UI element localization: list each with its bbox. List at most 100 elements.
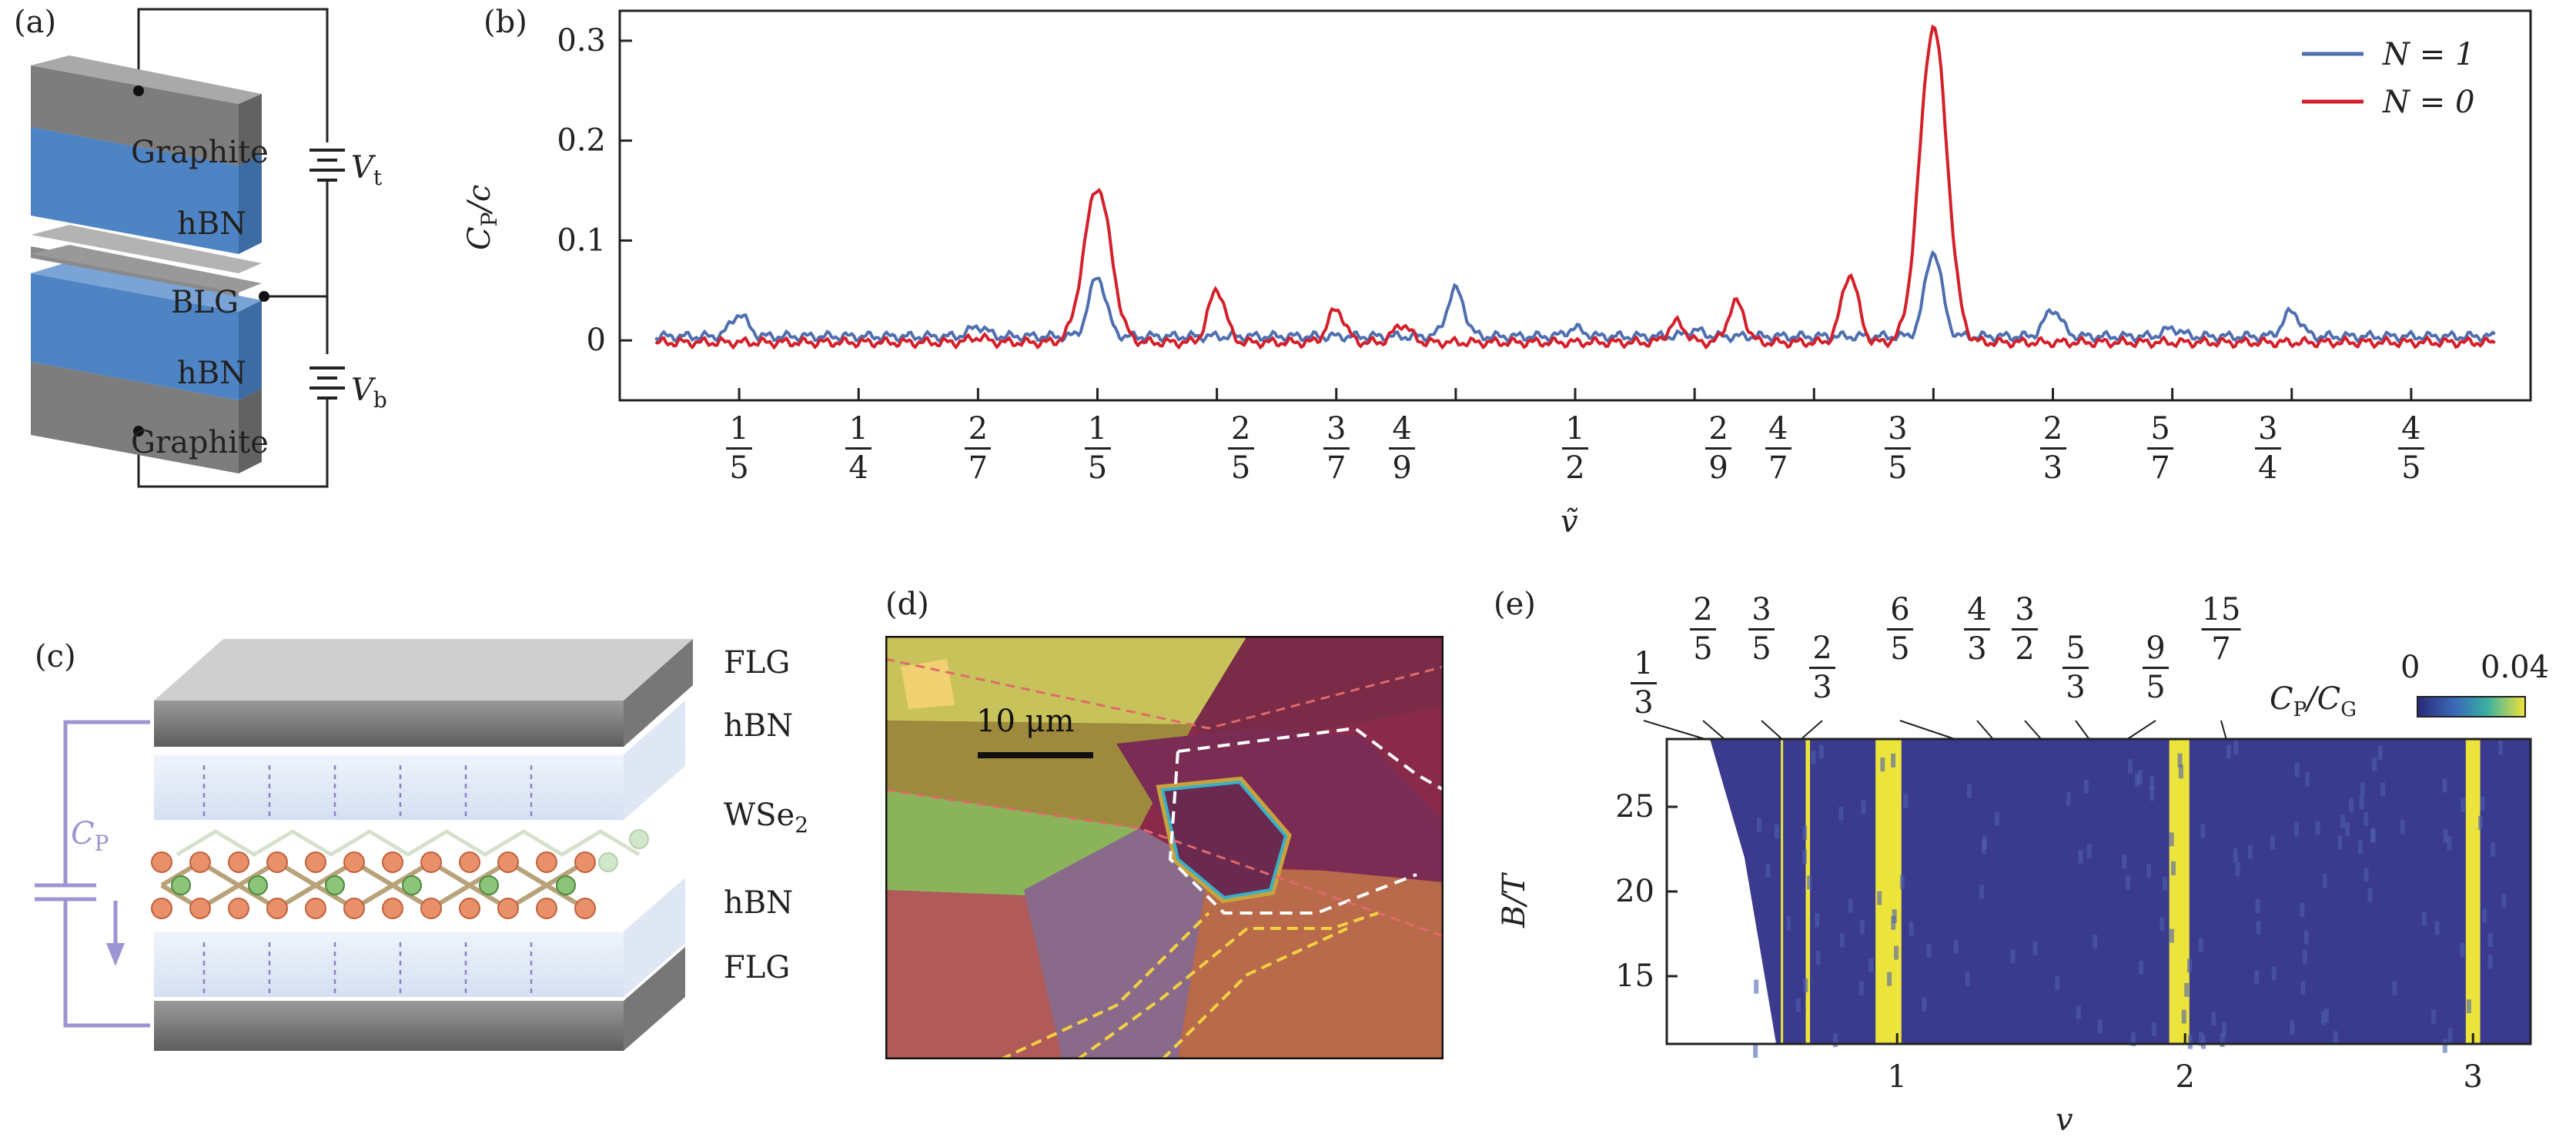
chart-b-ytick-label: 0.1 [557,222,606,258]
chart-e-noise [2220,1032,2225,1047]
chart-e-noise [1838,806,1844,821]
chart-e-top-leader [1800,720,1823,740]
chart-e-noise [2323,1009,2329,1023]
chart-e-noise [1965,972,1970,986]
chart-e-noise [2226,744,2231,759]
chart-e-noise [2333,1031,2338,1045]
chart-e-noise [1926,944,1932,958]
chart-e-noise [2066,791,2071,806]
chart-e-noise [2139,960,2144,975]
panel-d-label: (d) [885,587,929,622]
chart-e-noise [2135,773,2140,788]
chart-e-noise [2137,770,2143,784]
scale-bar-label: 10 μm [976,704,1075,739]
chart-e-noise [2127,759,2133,774]
chart-e-noise [2177,753,2183,768]
chart-e-noise [2171,861,2176,875]
label-wse2: WSe2 [724,798,809,838]
chart-e-noise [2032,942,2038,956]
chart-e-noise [2184,982,2190,997]
chart-e-noise [1839,933,1845,948]
chart-e-noise [2345,821,2350,836]
chart-e-xtick-label: 1 [1887,1059,1906,1095]
chart-e-noise [1880,758,1885,772]
chart-e-noise [2078,850,2083,865]
chart-e-noise [1909,922,1914,936]
chart-b-legend-label: N = 0 [2382,85,2474,120]
chart-e-xtick-label: 2 [2175,1059,2194,1095]
chart-e-noise [1811,750,1816,764]
chart-e-noise [1815,913,1820,928]
chart-e-noise [2233,848,2238,863]
chart-e-noise [1858,981,1864,995]
label-hbn-top: hBN [177,206,247,242]
chart-e-noise [2315,821,2320,835]
chart-e-noise [2434,921,2440,935]
chart-e-top-leader [1976,720,1994,740]
colorbar [2417,696,2526,718]
label-blg: BLG [171,285,239,320]
chart-b-ytick-label: 0.3 [557,23,606,59]
chart-e-noise [2359,795,2364,810]
chart-e-noise [2086,844,2092,858]
panel-e-label: (e) [1494,587,1536,622]
label-hbn-bottom: hBN [177,356,247,391]
chart-e-noise [2010,949,2016,964]
chart-e-noise [2211,1011,2216,1025]
chart-e-noise [2149,776,2155,791]
label-hbn-lower: hBN [724,885,794,921]
panel-a-label: (a) [14,5,57,40]
chart-e-noise [2146,864,2152,878]
chart-e-noise [2083,779,2089,794]
chart-e-noise [1786,916,1791,931]
chart-e-noise [1753,1044,1758,1058]
label-graphite-bottom: Graphite [131,425,269,460]
chart-e-top-label: 15 7 [2201,592,2241,667]
chart-b-series-0 [654,249,2496,344]
device-stack-a [31,8,345,488]
chart-e-noise [2480,796,2485,811]
chart-e-noise [1892,909,1897,924]
chart-e-noise [2364,811,2369,826]
chart-e-noise [2198,938,2203,952]
chart-b-line-plot: 0 0.1 0.2 0.3 N = 1 N = 0 [557,9,2532,402]
chart-e-top-leader [2075,720,2090,740]
chart-e-noise [2367,888,2373,902]
chart-e-noise [2447,836,2452,851]
chart-e-noise [2320,1011,2326,1025]
chart-e-noise [2303,930,2309,945]
chart-e-noise [2247,845,2253,859]
chart-e-noise [1899,875,1905,889]
chart-e-noise [2370,828,2376,842]
chart-e-noise [1802,825,1808,840]
chart-e-noise [2187,958,2193,973]
chart-e-noise [2337,835,2343,850]
chart-e-noise [2126,875,2131,890]
chart-e-noise [2442,778,2447,793]
chart-e-noise [2491,842,2496,857]
chart-e-noise [1765,863,1771,878]
chart-e-noise [2290,1020,2295,1035]
chart-e-noise [1887,972,1892,986]
chart-e-noise [2380,782,2386,797]
chart-e-noise [2122,855,2127,869]
chart-e-noise [2222,1022,2227,1037]
chart-e-noise [1982,835,1987,850]
chart-e-noise [1967,784,1972,798]
chart-e-ytick-label: 25 [1615,789,1654,825]
device-stack-c [35,639,693,1051]
chart-e-band [1781,739,1784,1044]
chart-e-noise [1795,998,1801,1012]
chart-e-noise [2364,868,2369,882]
label-graphite-top: Graphite [131,135,269,170]
label-cp: CP [71,816,109,856]
